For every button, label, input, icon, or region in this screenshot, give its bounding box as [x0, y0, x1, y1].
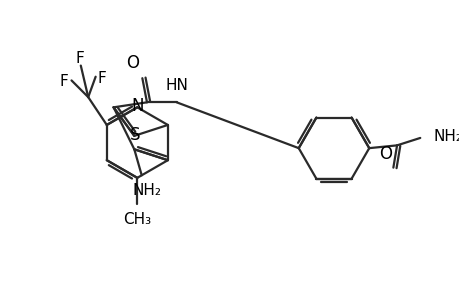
Text: NH₂: NH₂: [432, 129, 459, 144]
Text: O: O: [379, 145, 392, 163]
Text: O: O: [126, 54, 139, 72]
Text: F: F: [75, 51, 84, 66]
Text: NH₂: NH₂: [133, 183, 162, 198]
Text: N: N: [131, 98, 143, 116]
Text: F: F: [98, 71, 106, 86]
Text: S: S: [130, 126, 140, 144]
Text: HN: HN: [165, 78, 188, 93]
Text: CH₃: CH₃: [123, 212, 151, 227]
Text: F: F: [60, 74, 68, 89]
